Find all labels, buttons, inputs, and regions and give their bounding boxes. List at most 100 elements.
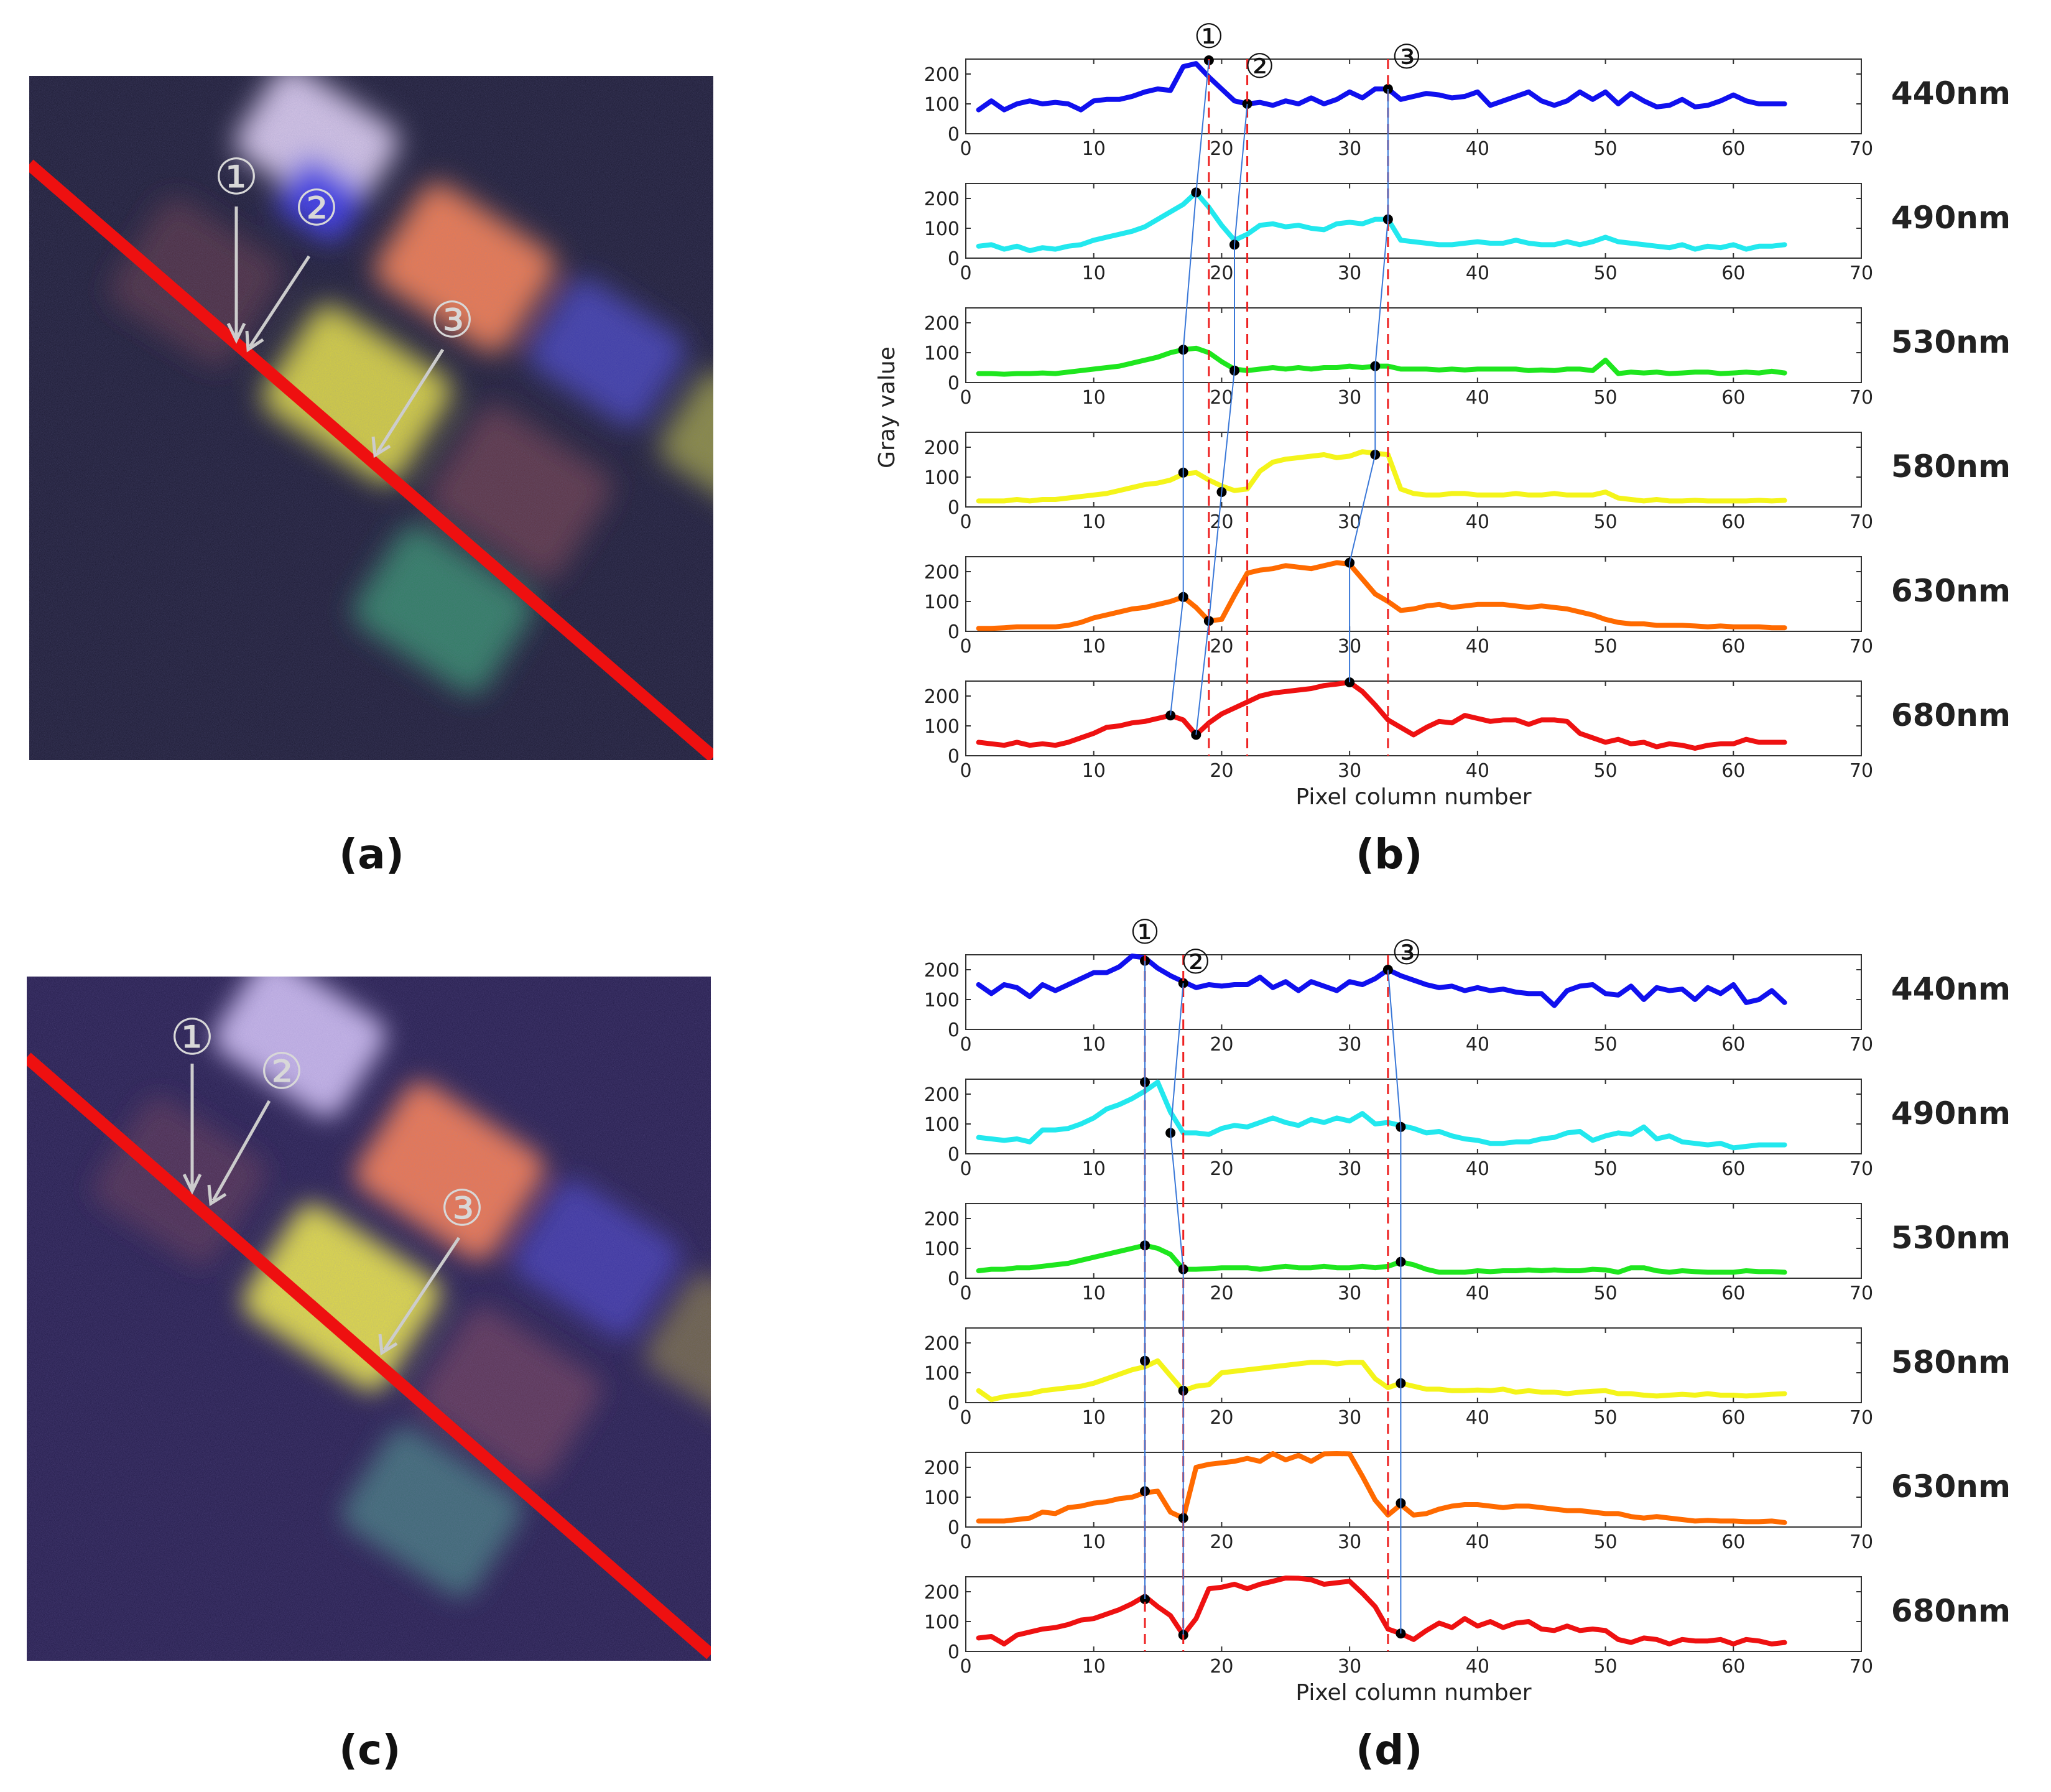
photo-a-noise	[29, 76, 713, 760]
x-tick-label: 50	[1593, 511, 1617, 533]
arrow-2-a	[248, 255, 311, 348]
key-point	[1191, 730, 1201, 740]
wavelength-label: 440nm	[1891, 75, 2011, 111]
x-tick-label: 40	[1466, 262, 1489, 284]
x-tick-label: 0	[960, 1531, 971, 1553]
x-tick-label: 30	[1338, 1034, 1361, 1056]
x-tick-label: 70	[1850, 1283, 1873, 1304]
subplot-frame	[965, 1327, 1862, 1403]
x-tick-label: 10	[1082, 1034, 1106, 1056]
x-tick-label: 70	[1850, 138, 1873, 160]
x-tick-label: 10	[1082, 1158, 1106, 1180]
x-tick-label: 50	[1593, 1158, 1617, 1180]
subplot-frame	[965, 556, 1862, 632]
x-tick-label: 0	[960, 760, 971, 782]
marker-1-a: ①	[214, 148, 259, 206]
arrowhead-2-c	[207, 1184, 227, 1207]
x-tick-label: 40	[1466, 387, 1489, 409]
series-line-630nm	[976, 560, 1787, 631]
y-tick-label: 0	[948, 1517, 960, 1539]
y-tick-label: 200	[924, 1333, 960, 1355]
wavelength-label: 680nm	[1891, 1593, 2011, 1629]
photo-a-markers: ① ② ③	[214, 148, 475, 349]
x-tick-label: 70	[1850, 387, 1873, 409]
y-tick-label: 100	[924, 990, 960, 1011]
y-tick-label: 200	[924, 1457, 960, 1479]
wavelength-label: 440nm	[1891, 971, 2011, 1007]
x-tick-label: 50	[1593, 1407, 1617, 1429]
x-tick-label: 70	[1850, 1034, 1873, 1056]
x-tick-label: 70	[1850, 1407, 1873, 1429]
x-tick-label: 70	[1850, 760, 1873, 782]
x-tick-label: 20	[1210, 511, 1233, 533]
arrowhead-2-a	[245, 330, 264, 353]
series-line-440nm	[976, 954, 1787, 1008]
connector-line	[1195, 103, 1248, 735]
x-tick-label: 0	[960, 1656, 971, 1678]
x-tick-label: 0	[960, 387, 971, 409]
arrowhead-3-c	[378, 1334, 398, 1356]
connector-line	[1349, 89, 1389, 682]
y-tick-label: 200	[924, 1582, 960, 1604]
series-line-490nm	[976, 190, 1787, 253]
arrow-3-c	[382, 1237, 461, 1351]
x-tick-label: 0	[960, 1034, 971, 1056]
x-axis-label: Pixel column number	[1295, 1680, 1531, 1706]
red-line-a	[29, 159, 713, 760]
arrow-3-a	[376, 348, 445, 453]
x-tick-label: 60	[1721, 636, 1745, 657]
series-line-440nm	[976, 61, 1787, 113]
x-tick-label: 50	[1593, 1283, 1617, 1304]
x-tick-label: 20	[1210, 1034, 1233, 1056]
series-line-630nm	[976, 1451, 1787, 1525]
x-tick-label: 50	[1593, 262, 1617, 284]
panel-label-d: (d)	[1356, 1726, 1423, 1774]
x-tick-label: 30	[1338, 387, 1361, 409]
x-tick-label: 50	[1593, 387, 1617, 409]
x-tick-label: 0	[960, 1407, 971, 1429]
connector-line	[1170, 60, 1210, 716]
x-tick-label: 30	[1338, 262, 1361, 284]
x-tick-label: 30	[1338, 1283, 1361, 1304]
chart-marker-label: ①	[1194, 17, 1224, 56]
x-tick-label: 60	[1721, 1158, 1745, 1180]
panel-label-a: (a)	[339, 830, 404, 878]
subplot-frame	[965, 1452, 1862, 1528]
x-tick-label: 60	[1721, 138, 1745, 160]
subplot-frame	[965, 432, 1862, 508]
x-tick-label: 20	[1210, 262, 1233, 284]
x-tick-label: 10	[1082, 1656, 1106, 1678]
x-tick-label: 30	[1338, 760, 1361, 782]
arrowhead-1-c	[182, 1173, 202, 1195]
x-tick-label: 50	[1593, 138, 1617, 160]
y-tick-label: 100	[924, 94, 960, 116]
x-tick-label: 20	[1210, 636, 1233, 657]
wavelength-label: 580nm	[1891, 448, 2011, 485]
x-tick-label: 70	[1850, 1656, 1873, 1678]
photo-c-annotations	[182, 1064, 461, 1356]
subplot-530nm: 0 10 20 30 40 50 60 70 0 100 200 530nm	[924, 1203, 2011, 1304]
photo-a: ① ② ③	[29, 76, 713, 760]
y-tick-label: 200	[924, 188, 960, 210]
y-tick-label: 200	[924, 313, 960, 335]
y-tick-label: 0	[948, 1268, 960, 1290]
x-tick-label: 0	[960, 1158, 971, 1180]
y-tick-label: 200	[924, 1084, 960, 1106]
subplot-frame	[965, 1079, 1862, 1154]
x-tick-label: 20	[1210, 760, 1233, 782]
x-tick-label: 40	[1466, 511, 1489, 533]
y-tick-label: 200	[924, 960, 960, 982]
y-tick-label: 200	[924, 562, 960, 583]
series-line-580nm	[976, 1358, 1787, 1403]
x-tick-label: 0	[960, 1283, 971, 1304]
x-tick-label: 30	[1338, 138, 1361, 160]
x-tick-label: 40	[1466, 636, 1489, 657]
y-tick-label: 100	[924, 716, 960, 738]
